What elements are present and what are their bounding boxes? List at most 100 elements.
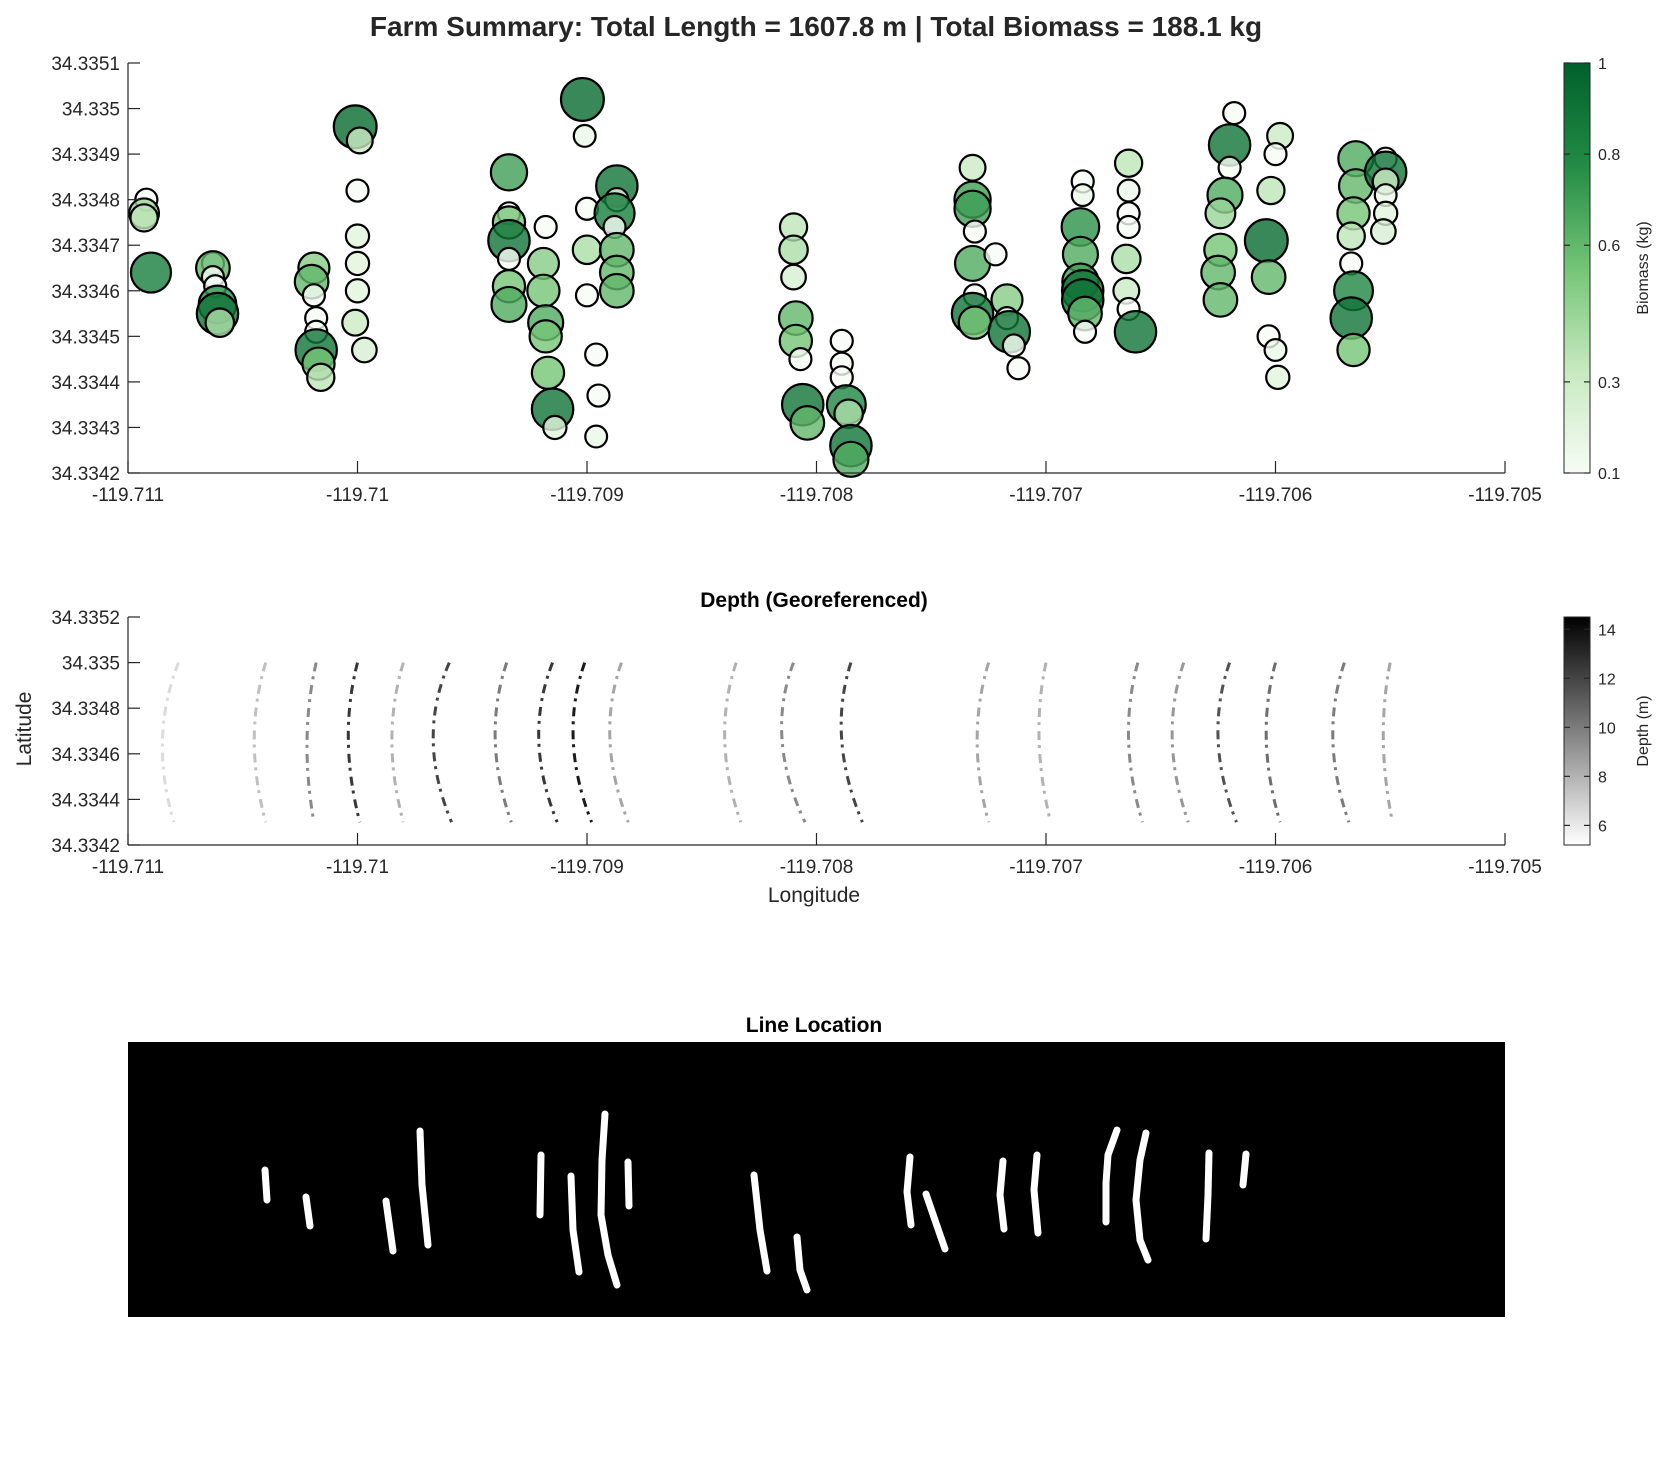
depth-arc — [493, 662, 513, 823]
line-location-line — [416, 1127, 432, 1249]
biomass-point — [496, 246, 522, 271]
biomass-point — [204, 307, 236, 338]
y-tick-label: 34.3347 — [51, 236, 120, 257]
biomass-point — [530, 355, 566, 390]
biomass-point — [542, 414, 568, 441]
colorbar-tick-label: 12 — [1598, 671, 1616, 688]
depth-arc — [305, 662, 318, 823]
line-location-background — [128, 1042, 1505, 1317]
depth-arc — [431, 661, 453, 823]
y-tick-label: 34.3348 — [51, 699, 120, 720]
y-tick-label: 34.3348 — [51, 191, 120, 212]
y-tick-label: 34.3349 — [51, 145, 120, 166]
biomass-point — [1265, 364, 1291, 391]
biomass-points — [128, 76, 1408, 478]
biomass-point — [526, 273, 561, 308]
line-location-line — [536, 1151, 545, 1219]
biomass-point — [1116, 214, 1141, 240]
colorbar-tick-label: 0.1 — [1598, 466, 1620, 483]
biomass-point — [1202, 281, 1239, 318]
colorbar-tick-label: 10 — [1598, 720, 1616, 737]
biomass-point — [1369, 218, 1397, 245]
x-tick-label: -119.707 — [1009, 857, 1083, 878]
line-location-line — [996, 1157, 1008, 1233]
line-location-line — [302, 1193, 314, 1230]
y-tick-label: 34.3346 — [51, 282, 120, 303]
y-tick-label: 34.3345 — [51, 327, 120, 348]
biomass-point — [345, 178, 370, 203]
depth-arc — [608, 662, 630, 823]
biomass-point — [341, 308, 370, 337]
main-title: Farm Summary: Total Length = 1607.8 m | … — [370, 11, 1262, 42]
biomass-point — [832, 440, 870, 478]
biomass-point — [1263, 142, 1288, 167]
line-location-line — [567, 1172, 583, 1276]
x-tick-label: -119.709 — [550, 485, 624, 506]
line-location-lines — [261, 1110, 1250, 1294]
x-tick-label: -119.709 — [550, 857, 624, 878]
x-tick-label: -119.706 — [1239, 857, 1313, 878]
y-tick-label: 34.3344 — [51, 790, 120, 811]
x-tick-label: -119.711 — [92, 857, 164, 878]
colorbar-tick-label: 0.8 — [1598, 147, 1620, 164]
depth-arc — [839, 662, 864, 823]
biomass-point — [829, 328, 854, 353]
depth-title: Depth (Georeferenced) — [700, 589, 928, 612]
biomass-point — [1263, 338, 1288, 363]
biomass-point — [489, 153, 529, 192]
biomass-point — [1116, 178, 1141, 203]
x-tick-label: -119.706 — [1239, 485, 1313, 506]
biomass-point — [983, 242, 1008, 267]
x-tick-label: -119.708 — [780, 857, 854, 878]
x-tick-label: -119.708 — [780, 485, 854, 506]
biomass-axes: -119.711 -119.71 -119.709 -119.708 -119.707 -… — [51, 54, 1541, 506]
line-location-line — [597, 1110, 621, 1289]
biomass-point — [1070, 183, 1095, 208]
biomass-point — [533, 214, 558, 240]
biomass-point — [350, 336, 378, 364]
biomass-point — [1001, 333, 1026, 358]
colorbar-tick-label: 0.6 — [1598, 238, 1620, 255]
biomass-point — [598, 272, 635, 309]
biomass-colorbar: 0.1 0.3 0.6 0.8 1 Biomass (kg) — [1563, 56, 1652, 483]
depth-arc — [1126, 662, 1144, 823]
depth-arc — [1170, 662, 1190, 823]
depth-arc — [252, 662, 268, 823]
biomass-point — [1336, 221, 1366, 251]
biomass-point — [1256, 175, 1286, 206]
biomass-point — [1113, 148, 1144, 178]
biomass-scatter-panel: -119.711 -119.71 -119.709 -119.708 -119.707 -… — [51, 54, 1652, 506]
x-tick-label: -119.705 — [1468, 857, 1542, 878]
colorbar-tick-label: 0.3 — [1598, 375, 1620, 392]
biomass-point — [572, 123, 597, 148]
colorbar-tick-label: 6 — [1598, 818, 1607, 835]
line-location-line — [1202, 1149, 1213, 1243]
biomass-point — [528, 319, 563, 354]
depth-arc — [160, 662, 180, 823]
x-tick-label: -119.711 — [92, 485, 164, 506]
colorbar-tick-label: 1 — [1598, 56, 1607, 73]
line-location-line — [793, 1233, 811, 1294]
depth-colorbar: 6 8 10 12 14 Depth (m) — [1563, 616, 1652, 846]
biomass-point — [344, 278, 371, 304]
line-location-line — [1030, 1151, 1042, 1237]
x-tick-label: -119.71 — [326, 857, 389, 878]
biomass-point — [1336, 332, 1371, 368]
biomass-point — [344, 250, 371, 277]
depth-xlabel: Longitude — [768, 884, 860, 907]
biomass-point — [1204, 197, 1237, 230]
biomass-point — [1111, 243, 1142, 275]
biomass-point — [1222, 101, 1247, 126]
depth-arc — [1216, 662, 1238, 823]
colorbar-tick-label: 14 — [1598, 622, 1616, 639]
y-tick-label: 34.335 — [62, 100, 120, 121]
line-location-line — [1239, 1150, 1250, 1189]
depth-arc — [537, 662, 559, 823]
biomass-point — [571, 234, 603, 266]
biomass-point — [586, 383, 611, 408]
x-tick-label: -119.71 — [326, 485, 389, 506]
biomass-point — [574, 283, 600, 308]
biomass-point — [1072, 319, 1098, 344]
biomass-point — [1006, 356, 1031, 381]
